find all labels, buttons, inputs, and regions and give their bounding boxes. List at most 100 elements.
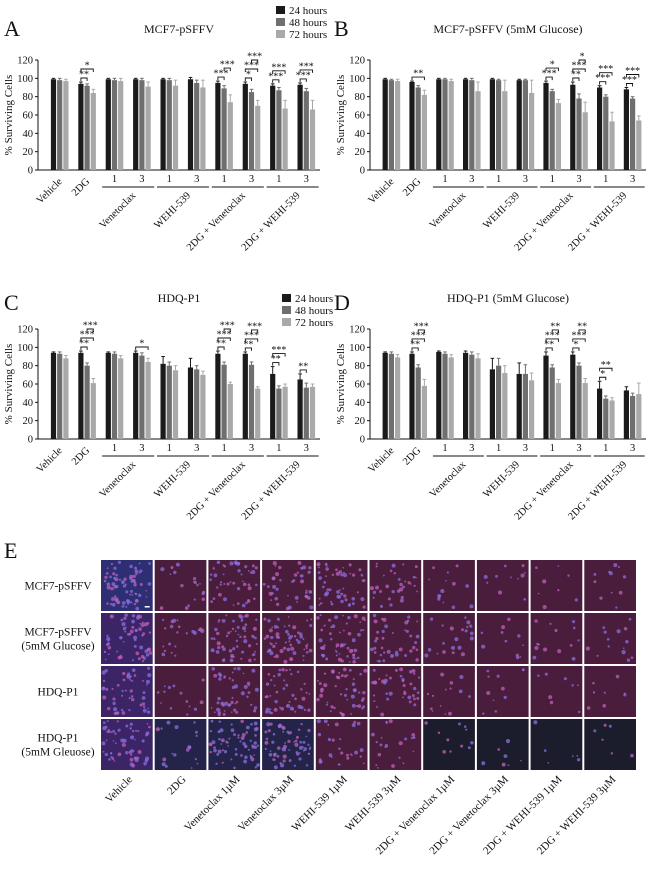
cell-nucleus (190, 767, 193, 769)
cell-nucleus (323, 683, 328, 688)
cell-nucleus (415, 648, 419, 652)
cell-nucleus (376, 705, 378, 708)
cell-nucleus (135, 729, 138, 732)
bar-48-hours-3 (469, 80, 475, 170)
cell-nucleus (218, 619, 221, 622)
cell-nucleus (521, 669, 524, 672)
y-axis-label: % Surviving Cells (335, 75, 347, 156)
cell-nucleus (237, 736, 240, 739)
cell-nucleus (135, 592, 138, 596)
cell-nucleus (145, 653, 150, 657)
significance-stars: * (139, 339, 144, 350)
cell-nucleus (352, 659, 356, 664)
cell-nucleus (516, 655, 520, 660)
cell-nucleus (106, 585, 111, 590)
cell-nucleus (320, 628, 324, 632)
significance-stars: ** (216, 339, 226, 350)
cell-nucleus (138, 562, 141, 565)
cell-nucleus (225, 634, 229, 638)
cell-nucleus (117, 752, 122, 757)
significance-bracket (272, 79, 280, 83)
cell-nucleus (409, 649, 413, 653)
cell-nucleus (262, 582, 266, 586)
cell-nucleus (537, 643, 540, 646)
cell-nucleus (302, 565, 307, 570)
cell-nucleus (269, 628, 273, 633)
cell-nucleus (346, 698, 349, 701)
cell-nucleus (245, 731, 249, 734)
significance-stars: *** (271, 62, 286, 73)
cell-nucleus (404, 654, 408, 657)
micrograph-tile (476, 719, 529, 770)
y-tick-label: 0 (360, 435, 365, 446)
cell-nucleus (363, 668, 368, 673)
cell-nucleus (296, 571, 300, 574)
x-tick-label: 1 (167, 174, 172, 185)
cell-nucleus (292, 651, 297, 655)
group-label-venetoclax: Venetoclax (428, 190, 469, 231)
x-tick-label: 3 (139, 443, 144, 454)
bar-24-hours-3 (133, 352, 139, 439)
x-tick-label: 1 (221, 443, 226, 454)
cell-nucleus (132, 574, 136, 578)
cell-nucleus (269, 694, 272, 697)
cell-nucleus (329, 710, 332, 713)
bar-48-hours-4 (496, 365, 502, 439)
cell-nucleus (370, 732, 375, 737)
bar-48-hours-6 (549, 367, 555, 439)
significance-stars: *** (414, 321, 429, 332)
cell-nucleus (125, 724, 129, 728)
cell-nucleus (251, 570, 256, 575)
cell-nucleus (351, 573, 356, 577)
cell-nucleus (233, 667, 237, 671)
micrograph-tile (423, 719, 475, 770)
bar-48-hours-1 (415, 87, 421, 170)
cell-nucleus (305, 589, 308, 592)
chart-title: MCF7-pSFFV (144, 22, 214, 36)
significance-bracket (217, 76, 225, 81)
cell-nucleus (255, 618, 258, 621)
cell-nucleus (217, 730, 221, 734)
bar-72-hours-2 (118, 81, 124, 170)
cell-nucleus (460, 744, 464, 748)
cell-nucleus (302, 654, 305, 657)
cell-nucleus (306, 619, 309, 622)
cell-nucleus (586, 706, 591, 710)
cell-nucleus (297, 561, 302, 565)
cell-nucleus (232, 655, 235, 658)
cell-nucleus (102, 750, 105, 753)
cell-nucleus (213, 711, 216, 714)
cell-nucleus (106, 642, 111, 646)
x-tick-label: 2DG (401, 176, 424, 199)
x-tick-label: Vehicle (366, 176, 396, 206)
cell-nucleus (136, 614, 141, 618)
group-label-wehi-539: WEHI-539 (152, 459, 193, 500)
cell-nucleus (111, 597, 115, 601)
cell-nucleus (439, 705, 442, 707)
cell-nucleus (111, 602, 116, 607)
cell-nucleus (246, 695, 249, 698)
cell-nucleus (243, 759, 247, 764)
bar-48-hours-5 (522, 80, 528, 170)
cell-nucleus (273, 624, 278, 629)
cell-nucleus (187, 604, 190, 607)
cell-nucleus (131, 619, 136, 624)
group-label-venetoclax: Venetoclax (98, 459, 139, 500)
cell-nucleus (105, 739, 108, 742)
cell-nucleus (386, 697, 390, 701)
cell-nucleus (237, 734, 240, 737)
cell-nucleus (275, 602, 280, 607)
cell-nucleus (214, 627, 218, 632)
cell-nucleus (608, 724, 612, 728)
cell-nucleus (374, 639, 378, 643)
cell-nucleus (244, 565, 248, 569)
cell-nucleus (272, 584, 277, 589)
bar-24-hours-8 (597, 388, 603, 439)
cell-nucleus (284, 742, 286, 744)
cell-nucleus (236, 602, 240, 605)
cell-nucleus (104, 651, 107, 654)
cell-nucleus (403, 691, 407, 696)
cell-nucleus (369, 586, 374, 591)
cell-nucleus (176, 619, 179, 622)
cell-nucleus (278, 565, 282, 570)
